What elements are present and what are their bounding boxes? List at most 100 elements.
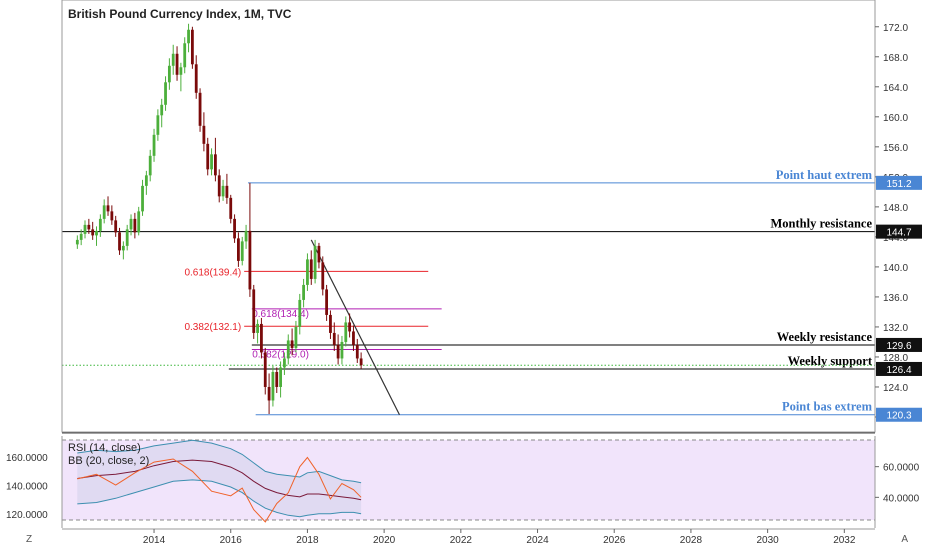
candle-body[interactable] [302, 284, 305, 300]
candle-body[interactable] [160, 104, 164, 116]
candle-body[interactable] [306, 259, 309, 285]
candle-body[interactable] [202, 125, 206, 144]
indicator-panel[interactable]: RSI (14, close)BB (20, close, 2) [62, 439, 875, 523]
candle-body[interactable] [79, 233, 83, 240]
candle-body[interactable] [121, 245, 125, 251]
candle-body[interactable] [221, 185, 225, 197]
level-label: Weekly support [788, 354, 873, 368]
candle-body[interactable] [83, 224, 87, 234]
candle-body[interactable] [355, 344, 359, 359]
candle-body[interactable] [256, 323, 259, 333]
candle-body[interactable] [271, 371, 275, 401]
candle-body[interactable] [118, 232, 121, 251]
candle-body[interactable] [164, 82, 167, 105]
bb-upper-line[interactable] [77, 439, 362, 484]
candle-body[interactable] [340, 341, 344, 359]
candle-body[interactable] [329, 314, 332, 333]
y-tick-label: 168.0 [883, 53, 908, 64]
candle-body[interactable] [95, 230, 98, 236]
candle-body[interactable] [75, 239, 79, 245]
candle-body[interactable] [229, 197, 233, 219]
candle-body[interactable] [248, 230, 252, 290]
candle-body[interactable] [325, 289, 329, 315]
candle-body[interactable] [171, 53, 175, 66]
candle-body[interactable] [187, 29, 190, 44]
price-label-text: 129.6 [886, 341, 911, 352]
candle-body[interactable] [148, 155, 152, 176]
main-panel[interactable]: 0.618(139.4) 0.382(132.1) 0.618(134.4) 0.38… [62, 23, 875, 416]
candle-body[interactable] [190, 29, 194, 65]
price-label-text: 126.4 [886, 365, 911, 376]
price-label-text: 120.3 [886, 411, 911, 422]
candle-body[interactable] [210, 154, 213, 170]
candle-body[interactable] [183, 43, 187, 68]
candle-body[interactable] [321, 262, 325, 290]
level-label: Point bas extrem [782, 400, 873, 414]
rsi-line[interactable] [77, 456, 362, 523]
y-tick-label: 140.0 [883, 263, 908, 274]
candle-body[interactable] [194, 64, 198, 93]
candle-body[interactable] [286, 340, 290, 359]
candle-body[interactable] [332, 332, 336, 345]
candle-body[interactable] [129, 218, 133, 230]
candle-body[interactable] [213, 154, 217, 176]
candle-body[interactable] [87, 224, 91, 230]
candle-body[interactable] [152, 134, 156, 156]
candle-body[interactable] [352, 331, 355, 345]
candle-body[interactable] [240, 241, 244, 261]
candle-body[interactable] [237, 238, 240, 261]
candle-body[interactable] [179, 67, 183, 75]
candle-body[interactable] [244, 230, 248, 242]
trendline[interactable] [310, 239, 401, 416]
candle-body[interactable] [217, 175, 221, 197]
candle-body[interactable] [102, 205, 106, 219]
candle-body[interactable] [91, 229, 95, 236]
candle-body[interactable] [267, 386, 271, 401]
y-tick-label: 124.0 [883, 383, 908, 394]
candle-body[interactable] [298, 299, 302, 327]
candle-body[interactable] [167, 65, 171, 83]
level-label: Point haut extrem [776, 168, 873, 182]
candle-body[interactable] [206, 143, 210, 170]
candle-body[interactable] [275, 371, 279, 387]
candle-body[interactable] [141, 185, 144, 212]
candle-body[interactable] [359, 358, 363, 366]
candle-body[interactable] [137, 211, 141, 233]
candle-body[interactable] [313, 245, 317, 279]
candle-body[interactable] [348, 322, 352, 332]
candle-body[interactable] [252, 289, 256, 333]
candle-body[interactable] [294, 326, 298, 348]
candle-body[interactable] [309, 259, 313, 279]
candle-body[interactable] [336, 344, 340, 359]
sub-left-tick: 160.0000 [6, 453, 48, 464]
candle-body[interactable] [125, 229, 129, 246]
candle-body[interactable] [290, 340, 294, 348]
candle-body[interactable] [344, 322, 348, 342]
sub-left-tick: 140.0000 [6, 482, 48, 493]
candle-body[interactable] [144, 175, 148, 186]
candle-body[interactable] [283, 358, 286, 368]
y-tick-label: 132.0 [883, 323, 908, 334]
candle-body[interactable] [198, 92, 202, 126]
candle-body[interactable] [175, 53, 179, 75]
x-tick-label: 2022 [450, 535, 473, 546]
candle-body[interactable] [156, 115, 160, 135]
candle-body[interactable] [263, 352, 267, 387]
candle-body[interactable] [225, 185, 229, 198]
candle-body[interactable] [233, 218, 236, 239]
price-label-box [876, 175, 922, 190]
candle-body[interactable] [98, 218, 102, 231]
candle-body[interactable] [279, 367, 282, 387]
left-corner-label[interactable]: Z [26, 534, 33, 545]
candle-body[interactable] [317, 245, 321, 263]
candle-body[interactable] [106, 205, 110, 212]
right-corner-label[interactable]: A [901, 534, 908, 545]
candle-body[interactable] [110, 211, 114, 221]
fib-level-label: 0.382(132.1) [184, 322, 241, 333]
bb-lower-line[interactable] [77, 479, 362, 518]
candle-body[interactable] [133, 218, 137, 233]
candle-body[interactable] [260, 323, 263, 353]
candle-body[interactable] [114, 220, 118, 233]
